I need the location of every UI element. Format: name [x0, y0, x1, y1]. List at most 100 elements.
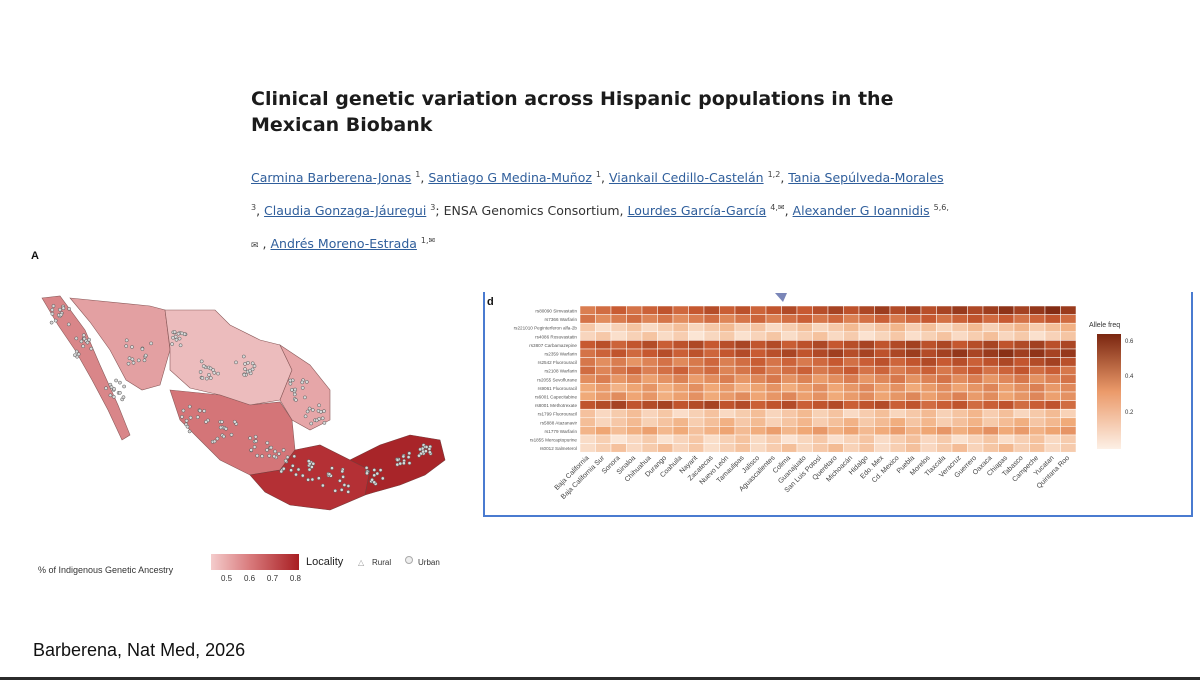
heatmap-cell: [579, 340, 596, 350]
author-link[interactable]: Lourdes García-García: [627, 203, 767, 219]
heatmap-cell: [1029, 305, 1046, 315]
heatmap-cell: [889, 391, 906, 401]
author-line-3: ✉ , Andrés Moreno-Estrada 1,✉: [251, 236, 436, 252]
heatmap-cell: [610, 391, 627, 401]
heatmap-cell: [967, 400, 984, 410]
author-link[interactable]: Carmina Barberena-Jonas: [251, 170, 412, 186]
locality-point: [211, 368, 216, 372]
locality-point: [215, 436, 220, 441]
heatmap-cell: [703, 443, 720, 453]
heatmap-cell: [936, 443, 953, 453]
heatmap-cell: [951, 426, 968, 436]
locality-point: [136, 358, 141, 363]
heatmap-cell: [626, 305, 643, 315]
heatmap-cell: [982, 340, 999, 350]
locality-point: [53, 318, 58, 323]
locality-point: [104, 386, 108, 391]
heatmap-cell: [843, 340, 860, 350]
heatmap-cell: [1044, 348, 1061, 358]
heatmap-cell: [1060, 314, 1077, 324]
locality-point: [292, 454, 297, 459]
heatmap-cell: [1029, 408, 1046, 419]
heatmap-cell: [734, 443, 751, 453]
heatmap-cell: [734, 314, 751, 324]
heatmap-legend-tick: 0.2: [1125, 410, 1134, 416]
author-list: Carmina Barberena-Jonas 1, Santiago G Me…: [251, 160, 971, 261]
locality-point: [307, 406, 312, 411]
author-link[interactable]: Tania Sepúlveda-Morales: [788, 170, 944, 186]
heatmap-cell: [1044, 434, 1061, 444]
heatmap-cell: [734, 417, 751, 427]
heatmap-cell: [1044, 314, 1061, 324]
heatmap-cell: [796, 408, 813, 419]
heatmap-cell: [703, 417, 720, 427]
heatmap-cell: [750, 348, 767, 358]
locality-point: [380, 476, 385, 481]
heatmap-cell: [734, 348, 751, 358]
heatmap-cell: [1060, 348, 1077, 358]
locality-point: [172, 330, 177, 334]
author-link[interactable]: Alexander G Ioannidis: [792, 203, 930, 219]
heatmap-row-label: rs2108 Warfarin: [544, 369, 577, 374]
heatmap-cell: [610, 357, 627, 367]
heatmap-cell: [626, 434, 643, 444]
author-link[interactable]: Andrés Moreno-Estrada: [270, 236, 417, 252]
consortium-name: ENSA Genomics Consortium,: [443, 203, 624, 219]
heatmap-cell: [719, 314, 736, 324]
author-link[interactable]: Claudia Gonzaga-Jáuregui: [264, 203, 427, 219]
heatmap-cell: [843, 314, 860, 324]
heatmap-legend-title: Allele freq: [1089, 322, 1120, 329]
locality-point: [67, 306, 71, 311]
heatmap-cell: [719, 391, 736, 401]
heatmap-cell: [626, 314, 643, 324]
locality-point: [292, 392, 297, 397]
author-link[interactable]: Santiago G Medina-Muñoz: [428, 170, 592, 186]
locality-point: [310, 465, 314, 469]
heatmap-cell: [812, 348, 829, 358]
locality-point: [112, 386, 116, 391]
heatmap-cell: [1060, 357, 1077, 367]
locality-point: [294, 398, 298, 402]
heatmap-cell: [920, 305, 937, 315]
heatmap-cell: [595, 365, 612, 376]
heatmap-cell: [595, 434, 612, 444]
heatmap-cell: [936, 408, 953, 419]
heatmap-cell: [827, 408, 844, 419]
author-link[interactable]: Viankail Cedillo-Castelán: [608, 170, 764, 186]
heatmap-cell: [595, 314, 612, 324]
heatmap-cell: [610, 322, 627, 333]
mexico-ancestry-map: [30, 270, 460, 530]
heatmap-cell: [936, 434, 953, 444]
heatmap-cell: [874, 357, 891, 367]
heatmap-cell: [905, 340, 922, 350]
heatmap-cell: [982, 391, 999, 401]
heatmap-cell: [812, 314, 829, 324]
heatmap-cell: [889, 357, 906, 367]
heatmap-cell: [967, 374, 984, 384]
heatmap-cell: [827, 391, 844, 401]
legend-urban-label: Urban: [418, 558, 440, 567]
heatmap-selection-frame: [483, 292, 1193, 517]
heatmap-cell: [874, 426, 891, 436]
heatmap-cell: [982, 322, 999, 333]
heatmap-cell: [858, 331, 875, 341]
heatmap-cell: [874, 400, 891, 410]
locality-point: [289, 468, 293, 473]
heatmap-cell: [1029, 357, 1046, 367]
heatmap-cell: [920, 314, 937, 324]
heatmap-cell: [1060, 391, 1077, 401]
heatmap-cell: [874, 383, 891, 393]
heatmap-cell: [858, 443, 875, 453]
locality-point: [187, 404, 192, 409]
locality-point: [427, 447, 432, 451]
heatmap-cell: [998, 365, 1015, 376]
heatmap-cell: [765, 305, 782, 315]
map-region-northeast: [279, 344, 331, 431]
heatmap-row-label: rs5888 Atazanavir: [540, 420, 577, 425]
heatmap-cell: [765, 443, 782, 453]
locality-point: [50, 308, 55, 312]
heatmap-cell: [688, 443, 705, 453]
heatmap-cell: [858, 391, 875, 401]
email-icon[interactable]: ✉: [251, 241, 259, 252]
